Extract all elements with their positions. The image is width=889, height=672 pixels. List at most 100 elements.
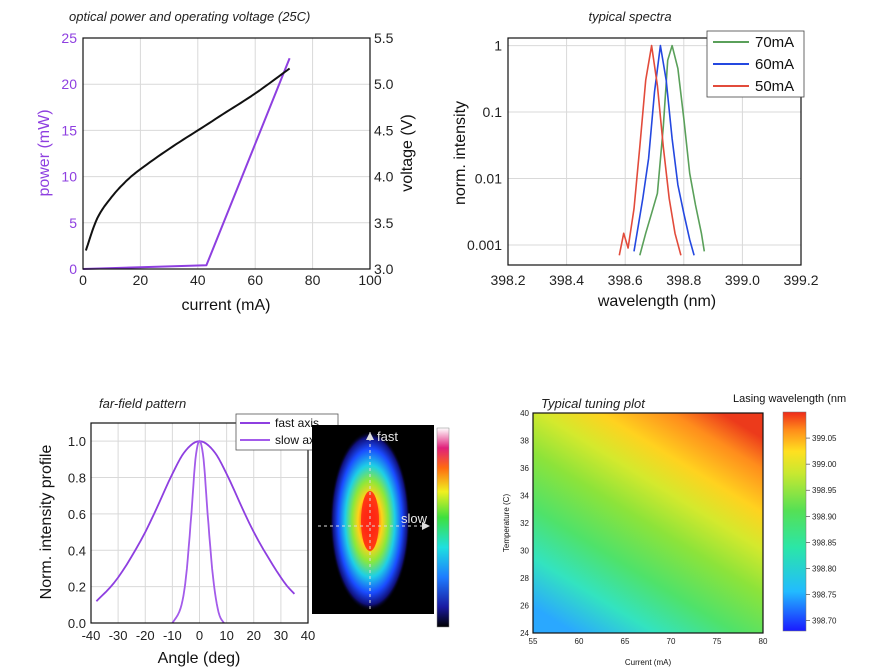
colorbar-tick-label: 399.05 — [812, 434, 837, 443]
x-tick-label: 398.8 — [666, 272, 701, 288]
colorbar-tick-label: 398.75 — [812, 591, 837, 600]
x-tick-label: 65 — [621, 637, 630, 646]
slow-arrow-icon — [422, 522, 430, 530]
x-tick-label: 80 — [759, 637, 768, 646]
x-tick-label: -10 — [163, 628, 182, 643]
plot-frame — [507, 37, 802, 266]
x-tick-label: 10 — [219, 628, 233, 643]
x-tick-label: 75 — [713, 637, 722, 646]
y2-tick-label: 4.5 — [374, 122, 394, 138]
legend-label: fast axis — [275, 416, 319, 430]
y-tick-label: 25 — [61, 30, 77, 46]
fast-arrow-icon — [366, 432, 374, 440]
legend-label: slow axis — [275, 433, 324, 447]
colorbar-tick-label: 399.00 — [812, 460, 837, 469]
y-tick-label: 1 — [494, 38, 502, 54]
x-tick-label: 100 — [358, 272, 382, 288]
colorbar-tick-label: 398.90 — [812, 512, 837, 521]
x-axis-label: current (mA) — [182, 297, 271, 314]
x-tick-label: 30 — [274, 628, 288, 643]
y-axis-label: norm. intensity — [452, 101, 469, 205]
colorbar-tick-label: 398.80 — [812, 564, 837, 573]
spectrum-line-70mA — [639, 44, 706, 256]
x-tick-label: 398.4 — [549, 272, 584, 288]
x-tick-label: 0 — [196, 628, 203, 643]
y-axis-label-right: voltage (V) — [399, 114, 416, 191]
y2-tick-label: 4.0 — [374, 169, 394, 185]
colorbar-tick-label: 398.85 — [812, 538, 837, 547]
x-tick-label: 399.0 — [725, 272, 760, 288]
fast-label: fast — [377, 429, 398, 444]
panel-spectra: typical spectra 398.2 398.4 398.6 398.8 399.… — [452, 9, 819, 310]
x-axis-label: Current (mA) — [625, 658, 672, 667]
y-tick-label: 20 — [61, 76, 77, 92]
y-tick-label: 40 — [520, 409, 529, 418]
chart-title: optical power and operating voltage (25C… — [69, 9, 310, 24]
y-tick-label: 34 — [520, 492, 529, 501]
intensity-colorbar — [436, 427, 450, 628]
spectrum-line-50mA — [618, 44, 682, 256]
x-tick-label: -20 — [136, 628, 155, 643]
y-tick-label: 0.6 — [68, 507, 86, 522]
x-tick-label: -30 — [109, 628, 128, 643]
x-tick-label: 20 — [133, 272, 149, 288]
plot-frame — [532, 412, 764, 634]
y-tick-label: 36 — [520, 464, 529, 473]
y-axis-label: Temperature (C) — [502, 494, 511, 553]
y-tick-label: 15 — [61, 122, 77, 138]
tick-labels: -40 -30 -20 -10 0 10 20 30 40 0.0 0.2 0.4 0.6 0.8 1.0 — [68, 434, 315, 643]
panel-beam-image: fast slow — [312, 425, 450, 628]
series-group — [82, 57, 291, 270]
y-axis-label: Norm. intensity profile — [38, 445, 55, 600]
x-tick-label: 70 — [667, 637, 676, 646]
y2-tick-label: 3.0 — [374, 261, 394, 277]
y-tick-label: 10 — [61, 169, 77, 185]
legend-label: 50mA — [755, 78, 794, 95]
colorbar-label: Lasing wavelength (nm — [733, 393, 846, 405]
y-tick-label: 38 — [520, 437, 529, 446]
chart-title: Typical tuning plot — [541, 396, 646, 411]
y2-tick-label: 5.0 — [374, 76, 394, 92]
colorbar-tick-label: 398.95 — [812, 486, 837, 495]
plot-frame — [90, 422, 309, 624]
tick-labels: 0 20 40 60 80 100 0 5 10 15 20 25 3.0 3.5 4.0 4.5 5.0 5.5 — [61, 30, 393, 288]
tick-labels: 398.2 398.4 398.6 398.8 399.0 399.2 0.001 0.01 0… — [467, 38, 819, 288]
y-tick-label: 26 — [520, 602, 529, 611]
gridlines — [90, 423, 309, 624]
x-tick-label: 55 — [529, 637, 538, 646]
slow-label: slow — [401, 511, 428, 526]
panel-power-voltage: optical power and operating voltage (25C… — [36, 9, 416, 314]
x-tick-label: 60 — [575, 637, 584, 646]
y-tick-label: 24 — [520, 629, 529, 638]
plot-frame — [82, 37, 371, 270]
x-tick-label: 399.2 — [783, 272, 818, 288]
y-tick-label: 0.001 — [467, 237, 502, 253]
spectrum-line-60mA — [633, 44, 695, 256]
y-tick-label: 1.0 — [68, 434, 86, 449]
colorbar-tick-label: 398.70 — [812, 617, 837, 626]
series-group — [95, 440, 296, 624]
x-tick-label: 60 — [247, 272, 263, 288]
y-tick-label: 28 — [520, 574, 529, 583]
x-axis-label: wavelength (nm) — [597, 293, 716, 310]
legend-label: 60mA — [755, 56, 794, 73]
y-tick-label: 0.01 — [475, 171, 502, 187]
x-tick-label: 40 — [301, 628, 315, 643]
y-tick-label: 5 — [69, 215, 77, 231]
wavelength-colorbar — [782, 411, 807, 632]
y-axis-label-left: power (mW) — [36, 109, 53, 196]
x-tick-label: 0 — [79, 272, 87, 288]
y-tick-label: 32 — [520, 519, 529, 528]
y2-tick-label: 5.5 — [374, 30, 394, 46]
gridlines — [82, 37, 371, 270]
x-tick-label: 20 — [247, 628, 261, 643]
beam-core — [361, 491, 379, 551]
y-tick-label: 0.4 — [68, 543, 86, 558]
x-tick-label: 80 — [305, 272, 321, 288]
y-tick-label: 0.8 — [68, 471, 86, 486]
y-tick-label: 0.0 — [68, 616, 86, 631]
profile-line-slow-axis — [171, 440, 225, 624]
y-tick-label: 0.2 — [68, 580, 86, 595]
x-tick-label: 40 — [190, 272, 206, 288]
